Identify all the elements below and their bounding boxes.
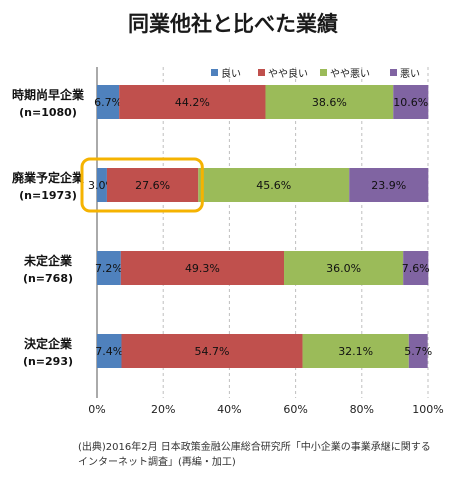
highlight-box	[80, 157, 204, 213]
category-n-label: (n=293)	[23, 355, 73, 368]
data-label: 44.2%	[175, 96, 210, 109]
category-label: 廃業予定企業	[12, 170, 85, 185]
legend-swatch	[211, 69, 218, 76]
data-label: 27.6%	[135, 179, 170, 192]
bar-segment	[265, 85, 394, 119]
data-label: 7.2%	[95, 262, 123, 275]
data-label: 23.9%	[371, 179, 406, 192]
legend-swatch	[258, 69, 265, 76]
bar-segment	[120, 251, 285, 285]
legend-label: 悪い	[400, 68, 420, 80]
bar-segment	[97, 85, 120, 119]
bar-segment	[121, 334, 303, 368]
category-n-label: (n=1080)	[19, 106, 77, 119]
data-label: 32.1%	[338, 345, 373, 358]
chart-title: 同業他社と比べた業績	[128, 12, 338, 36]
x-tick-label: 20%	[151, 403, 175, 416]
x-tick-label: 0%	[88, 403, 105, 416]
x-tick-label: 60%	[283, 403, 307, 416]
bar-segment	[302, 334, 409, 368]
bar-segment	[284, 251, 404, 285]
data-label: 7.4%	[95, 345, 123, 358]
bar-segment	[97, 251, 121, 285]
bar-segment	[349, 168, 429, 202]
category-n-label: (n=768)	[23, 272, 73, 285]
legend-swatch	[390, 69, 397, 76]
category-label: 未定企業	[23, 253, 73, 268]
stacked-bar-chart: 0% 20% 40% 60% 80% 100% 6.7% 44.2% 38.6% 10.6% 時期尚…	[12, 67, 444, 416]
data-label: 7.6%	[402, 262, 430, 275]
data-label: 38.6%	[312, 96, 347, 109]
data-label: 49.3%	[185, 262, 220, 275]
bar-segment	[119, 85, 266, 119]
source-line-1: (出典)2016年2月 日本政策金融公庫総合研究所「中小企業の事業承継に関する	[78, 442, 431, 453]
x-tick-label: 100%	[412, 403, 443, 416]
bar-segment	[198, 168, 350, 202]
bar-segment	[393, 85, 429, 119]
x-tick-label: 80%	[350, 403, 374, 416]
category-label: 時期尚早企業	[12, 87, 85, 102]
legend-label: やや悪い	[330, 68, 370, 80]
data-label: 45.6%	[256, 179, 291, 192]
bar-segment	[403, 251, 429, 285]
category-n-label: (n=1973)	[19, 189, 77, 202]
data-label: 54.7%	[195, 345, 230, 358]
bar-segment	[408, 334, 428, 368]
source-note: (出典)2016年2月 日本政策金融公庫総合研究所「中小企業の事業承継に関する …	[78, 440, 463, 470]
data-label: 36.0%	[326, 262, 361, 275]
data-label: 10.6%	[393, 96, 428, 109]
legend-label: やや良い	[268, 67, 308, 80]
bar-segment	[97, 168, 107, 202]
legend-label: 良い	[221, 67, 241, 80]
data-label: 5.7%	[404, 345, 432, 358]
source-line-2: インターネット調査」(再編・加工)	[78, 457, 236, 468]
bar-segment	[97, 334, 122, 368]
data-label: 6.7%	[94, 96, 122, 109]
bar-segment	[106, 168, 199, 202]
legend-swatch	[320, 69, 327, 76]
x-tick-label: 40%	[217, 403, 241, 416]
category-label: 決定企業	[24, 336, 73, 351]
